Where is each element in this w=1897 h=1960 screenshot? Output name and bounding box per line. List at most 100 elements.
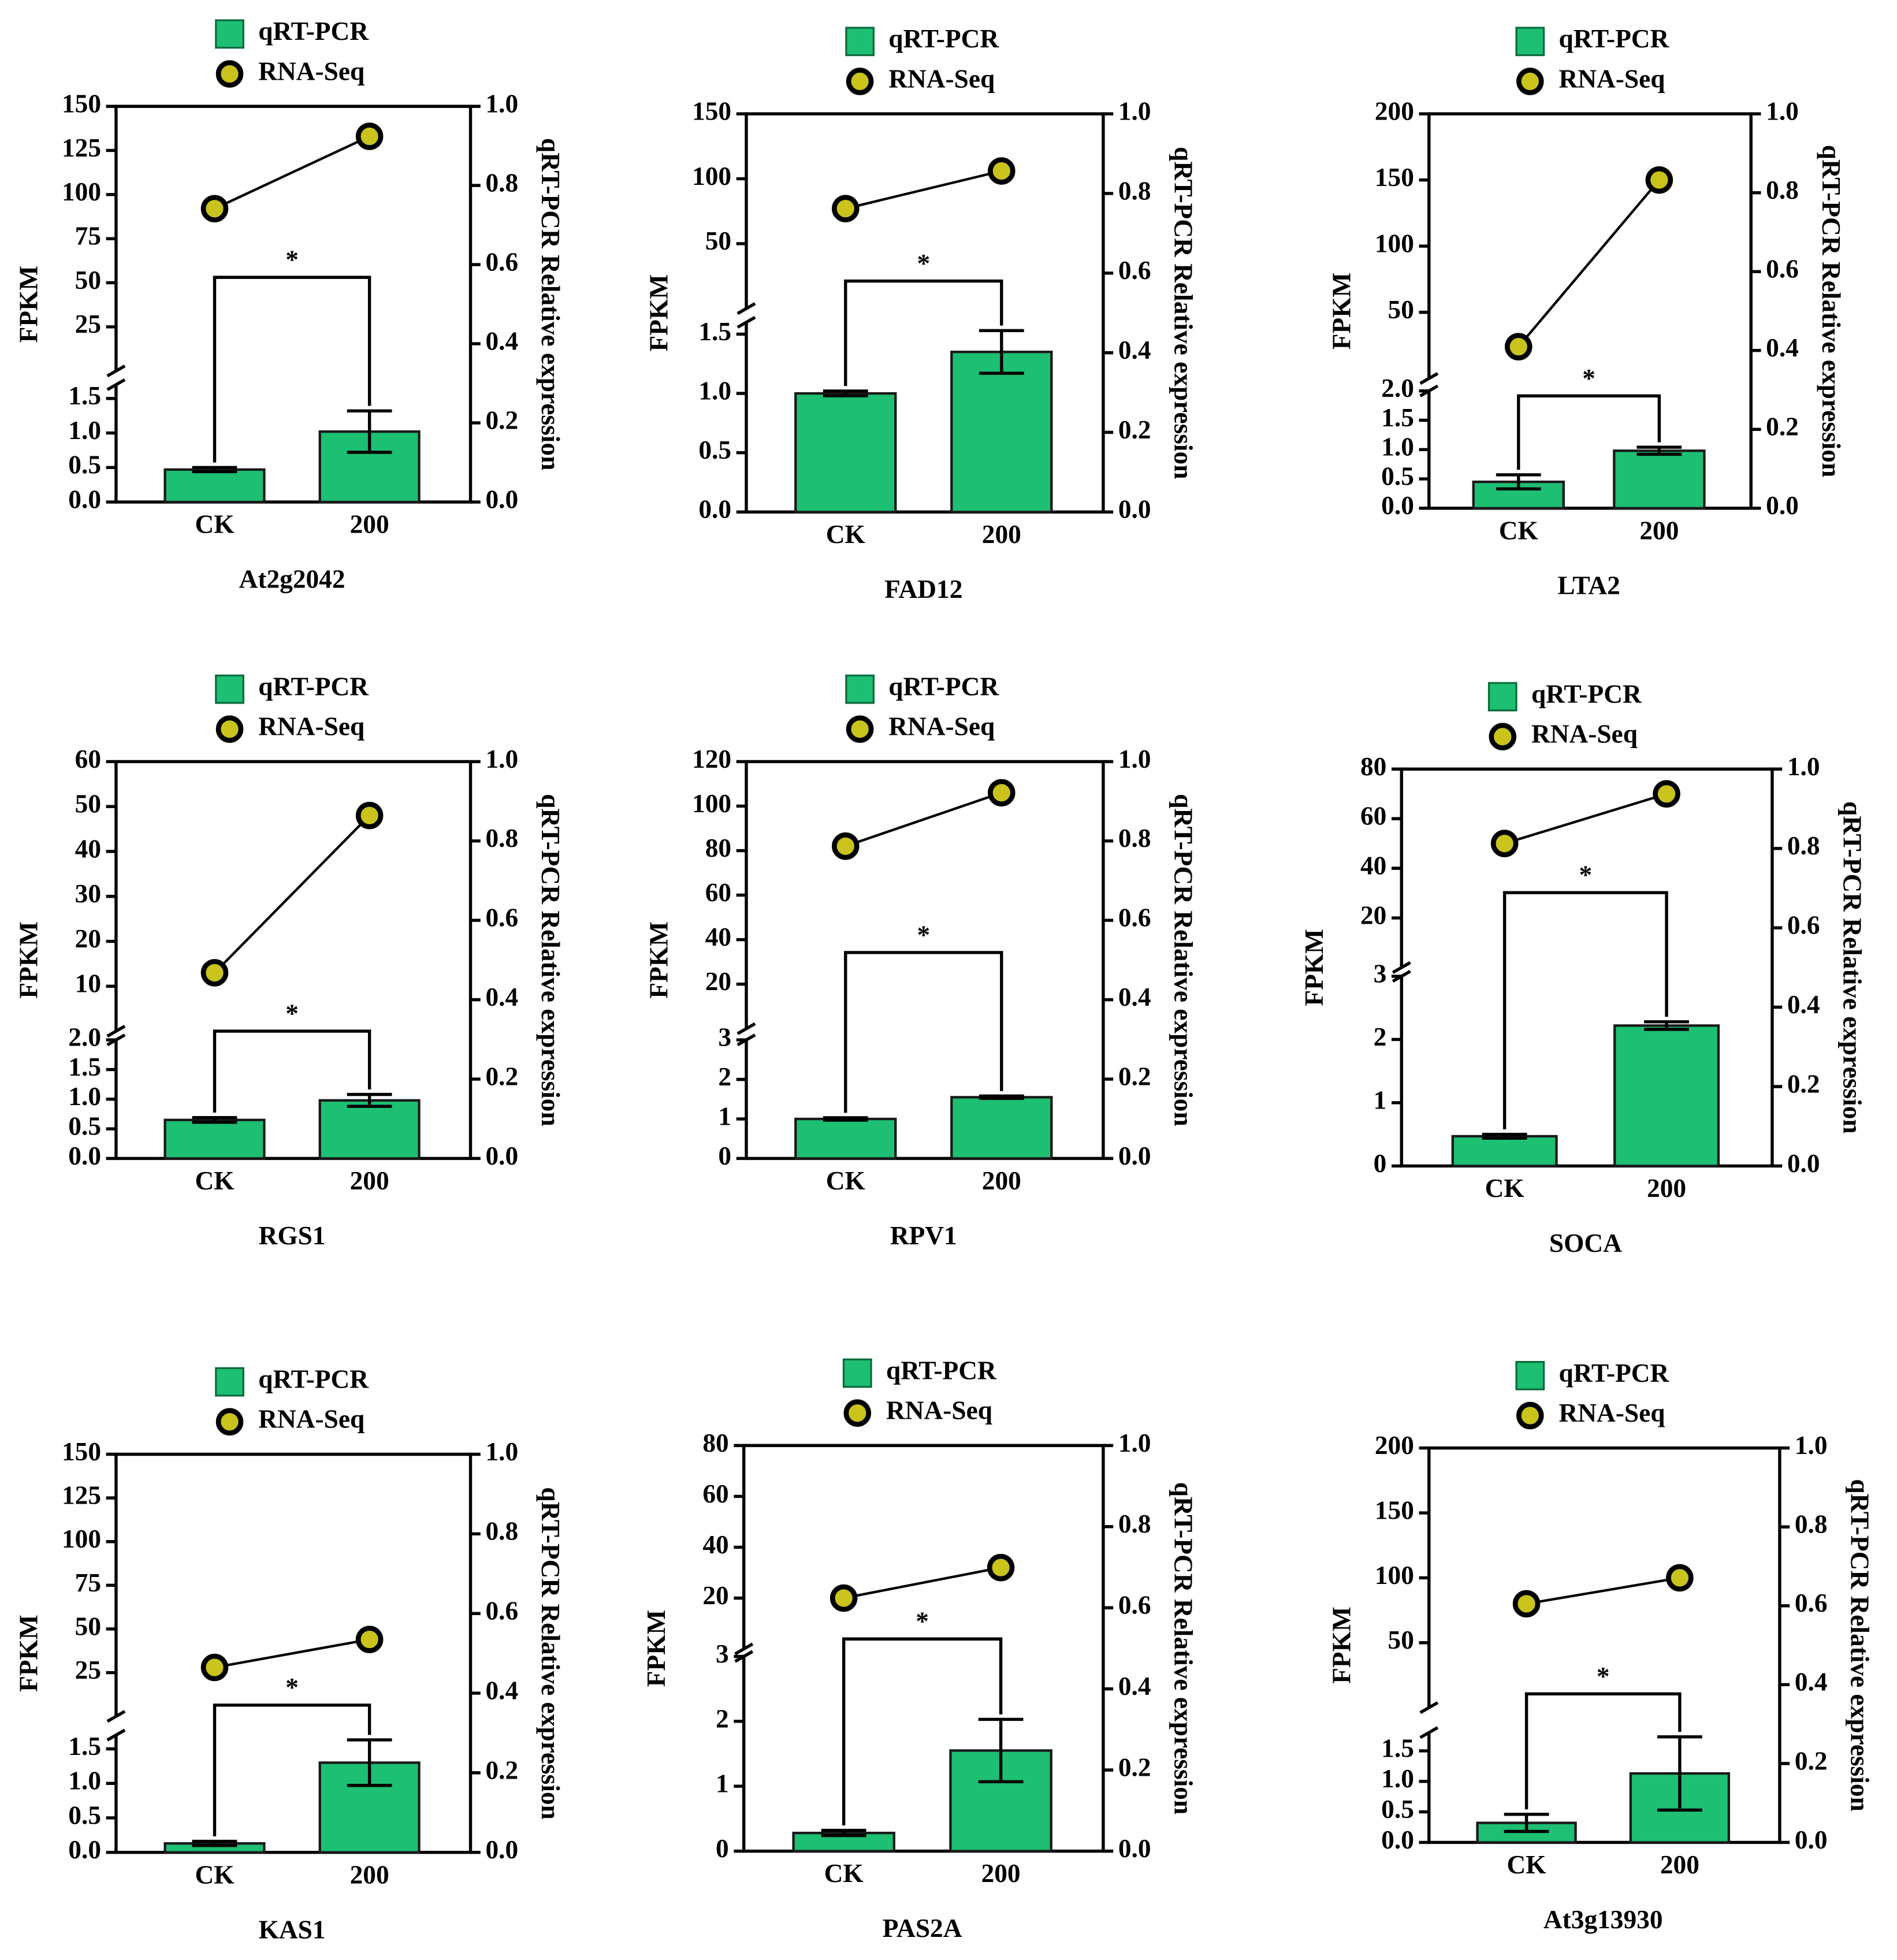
y2-axis-label: qRT-PCR Relative expression	[536, 138, 565, 470]
legend-marker	[845, 27, 875, 57]
chart-title: KAS1	[259, 1915, 326, 1944]
panel: 0 1 2 3 20 40 60 80 0.0 0.2 0.4 0.6 0.8 1.0 FPKM qRT-PC…	[1300, 679, 1867, 1258]
y-tick-label: 60	[702, 1479, 728, 1508]
bar	[1451, 1135, 1558, 1167]
legend-label: qRT-PCR	[1558, 24, 1669, 53]
y2-tick-label: 0.6	[485, 1597, 518, 1626]
legend-label: RNA-Seq	[1558, 1399, 1665, 1427]
y-tick-label: 1.0	[68, 1766, 101, 1795]
y-tick-label: 1.5	[698, 317, 731, 346]
y2-tick-label: 1.0	[1795, 1431, 1828, 1460]
point	[987, 1553, 1015, 1582]
y2-tick-label: 0.4	[1118, 336, 1151, 365]
y2-tick-label: 0.2	[1118, 415, 1151, 444]
y-tick-label: 0.5	[68, 1801, 101, 1829]
y-tick-label: 2	[1374, 1022, 1387, 1051]
y-axis-label: FPKM	[14, 266, 43, 343]
y-axis-label: FPKM	[644, 274, 673, 352]
error-bar	[1504, 1813, 1549, 1833]
y2-tick-label: 1.0	[485, 745, 518, 773]
point	[1490, 830, 1519, 857]
y-tick-label: 0.0	[68, 1141, 101, 1170]
error-bar	[192, 1839, 237, 1847]
y-tick-label: 1.5	[68, 381, 101, 410]
x-tick-label: CK	[824, 1859, 864, 1888]
y2-axis-label: qRT-PCR Relative expression	[1169, 1482, 1197, 1814]
y-tick-label: 2	[718, 1062, 731, 1091]
x-tick-label: CK	[195, 1166, 234, 1195]
y2-tick-label: 0.4	[485, 983, 518, 1011]
error-bar	[979, 1094, 1024, 1100]
y-tick-label: 0.0	[698, 495, 731, 524]
significance-label: *	[1597, 1662, 1610, 1691]
error-bar	[347, 1092, 392, 1108]
y-tick-label: 200	[1375, 97, 1414, 126]
legend-marker	[1515, 1361, 1545, 1390]
point	[200, 959, 229, 987]
y-tick-label: 100	[1375, 1561, 1414, 1590]
bar	[794, 1117, 897, 1160]
significance-label: *	[1582, 364, 1595, 393]
y-tick-label: 150	[1375, 1496, 1414, 1524]
significance-label: *	[916, 1607, 929, 1636]
error-bar	[1644, 1020, 1689, 1031]
y2-tick-label: 1.0	[1766, 97, 1799, 126]
y2-axis-label: qRT-PCR Relative expression	[1845, 1479, 1874, 1811]
y2-tick-label: 0.0	[1118, 495, 1151, 524]
chart-title: At2g2042	[239, 565, 345, 594]
y2-tick-label: 0.8	[1795, 1510, 1828, 1539]
error-bar	[978, 1717, 1024, 1784]
y-tick-label: 0.5	[1381, 462, 1414, 490]
y2-tick-label: 0.8	[1118, 176, 1151, 205]
y-tick-label: 100	[692, 789, 731, 818]
bar	[163, 468, 266, 504]
point	[1512, 1590, 1541, 1618]
panel: 0.0 0.5 1.0 1.5 50 100 150 0.0 0.2 0.4 0.6 0.8 1.0 FP…	[644, 24, 1197, 604]
error-bar	[192, 466, 237, 474]
axis-line	[1400, 767, 1774, 1168]
x-tick-label: 200	[350, 1166, 389, 1195]
y-tick-label: 150	[62, 90, 101, 118]
y-axis-label: FPKM	[1327, 273, 1356, 350]
legend-marker	[215, 60, 244, 88]
significance-bracket	[213, 276, 371, 463]
error-bar	[347, 1738, 392, 1787]
y2-tick-label: 0.6	[1795, 1589, 1828, 1617]
significance-label: *	[917, 920, 930, 949]
y-tick-label: 3	[1374, 959, 1387, 988]
chart-title: RGS1	[259, 1221, 326, 1250]
y-axis-label: FPKM	[642, 1610, 671, 1687]
y2-tick-label: 0.0	[1795, 1825, 1828, 1854]
chart-title: At3g13930	[1543, 1905, 1663, 1934]
legend-marker	[1516, 1401, 1544, 1430]
point	[832, 832, 860, 860]
point	[1504, 333, 1533, 360]
y-tick-label: 0.0	[1381, 1825, 1414, 1854]
y2-tick-label: 0.6	[1118, 903, 1151, 932]
legend-marker	[846, 68, 874, 95]
y-tick-label: 80	[1360, 752, 1386, 781]
chart-title: SOCA	[1549, 1229, 1622, 1258]
axis-break	[1419, 1701, 1439, 1739]
legend-marker	[843, 1399, 872, 1427]
y-tick-label: 1.0	[1381, 433, 1414, 462]
legend-marker	[1489, 723, 1517, 750]
y-tick-label: 100	[62, 177, 101, 206]
y-tick-label: 80	[705, 834, 731, 862]
y2-tick-label: 0.8	[1787, 831, 1820, 860]
error-bar	[823, 1116, 868, 1122]
significance-label: *	[285, 999, 299, 1028]
bar	[950, 351, 1053, 514]
y-axis-label: FPKM	[14, 1615, 43, 1692]
legend-label: RNA-Seq	[258, 712, 364, 741]
chart-title: LTA2	[1557, 571, 1620, 600]
error-bar	[1496, 473, 1541, 491]
y-tick-label: 0	[1374, 1149, 1387, 1178]
y-tick-label: 20	[1360, 901, 1386, 929]
y-tick-label: 20	[702, 1581, 728, 1610]
y-tick-label: 0.0	[68, 1835, 101, 1864]
y-tick-label: 100	[62, 1524, 101, 1553]
line	[1517, 179, 1661, 348]
y2-axis-label: qRT-PCR Relative expression	[1169, 147, 1197, 479]
